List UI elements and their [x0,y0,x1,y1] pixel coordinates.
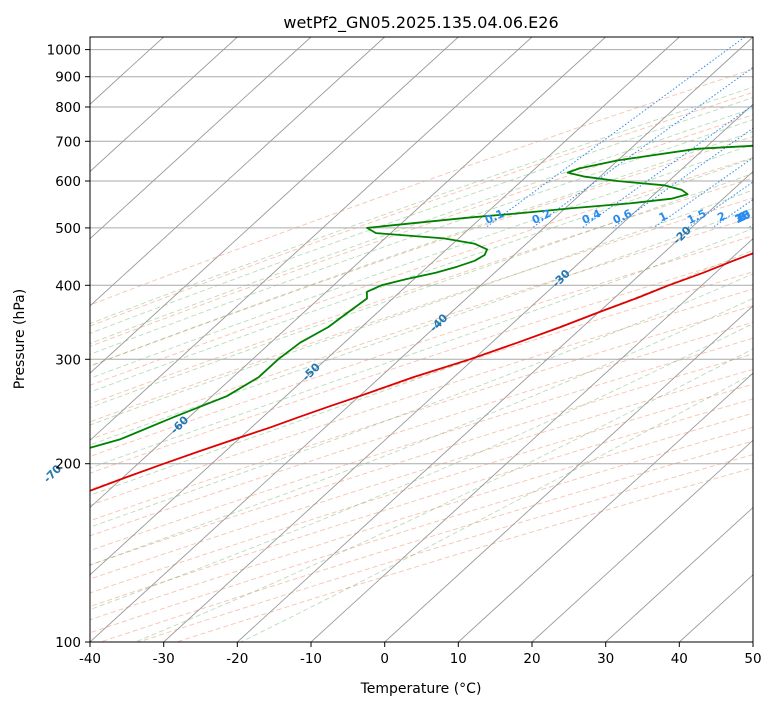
isotherm-line [90,37,239,173]
plot-frame [89,36,754,643]
isotherm-line [90,37,460,374]
mixing-ratio-label: 0.6 [611,207,634,227]
dry-adiabat [138,454,753,642]
chart-title: wetPf2_GN05.2025.135.04.06.E26 [283,13,558,33]
mixing-ratio-label: 30 [733,208,753,226]
dry-adiabat [90,368,753,580]
dry-adiabat [90,383,753,594]
mixing-ratio-label: 36 [733,208,753,226]
mixing-ratio-label: 10 [733,208,753,226]
dry-adiabat [90,426,753,634]
moist-adiabat [90,189,753,426]
isotherm-line [457,372,753,642]
dry-adiabat [90,68,753,306]
isotherm-line [162,103,753,642]
mixing-ratio-line [748,224,753,229]
x-tick-label: 50 [744,651,761,667]
mixing-ratio-line [531,66,753,229]
isotherm-line [90,37,386,307]
dry-adiabat [176,467,753,642]
mixing-ratio-line [581,104,753,229]
moist-adiabat [90,131,753,367]
y-tick-label: 200 [55,457,81,473]
x-tick-label: -20 [226,651,248,667]
x-tick-label: 20 [523,651,540,667]
x-tick-label: -10 [300,651,322,667]
isotherm-line [90,37,533,441]
isotherm-line [236,170,753,642]
x-tick-label: 10 [450,651,467,667]
y-axis-label: Pressure (hPa) [12,289,28,389]
isotherm-line [90,37,607,509]
y-tick-label: 500 [55,221,81,237]
y-tick-label: 400 [55,278,81,294]
x-tick-label: -30 [153,651,175,667]
isotherm-line [90,37,681,576]
mixing-ratio-line [687,181,753,229]
x-tick-label: 0 [380,651,389,667]
isotherm-line [310,238,753,642]
moist-adiabat [90,297,753,566]
mixing-ratio-label: 25 [733,208,752,226]
y-tick-label: 100 [55,635,81,651]
x-tick-label: 30 [597,651,614,667]
mixing-ratio-label: 20 [733,208,753,226]
y-tick-label: 600 [55,174,81,190]
moist-adiabat [135,348,753,642]
isotherm-line [90,37,312,240]
y-tick-label: 800 [55,100,81,116]
x-axis-label: Temperature (°C) [360,681,482,697]
moist-adiabat [90,172,753,409]
y-tick-label: 700 [55,134,81,150]
x-tick-label: -40 [79,651,101,667]
isotherm-line [604,506,753,642]
mixing-ratio-label: 2 [715,209,727,224]
isotherm-line [752,641,753,642]
moist-adiabat [90,273,753,528]
moist-adiabat [240,373,753,642]
moist-adiabat [90,143,753,379]
moist-adiabat [90,227,753,469]
mixing-ratio-label: 1 [657,209,669,224]
mixing-ratio-label: 1.5 [685,207,708,227]
y-tick-label: 1000 [47,43,81,59]
isotherm-line [531,439,753,642]
moist-adiabat [90,323,753,611]
dry-adiabat [90,353,753,566]
isotherm-line [90,37,753,642]
isotherm-line [383,305,753,642]
mixing-ratio-label: 0.1 [483,207,506,227]
temperature-profile [90,252,753,492]
y-tick-label: 900 [55,70,81,86]
mixing-ratio-label: 13 [733,208,752,226]
x-tick-label: 40 [671,651,688,667]
mixing-ratio-line [485,37,746,229]
dewpoint-profile [90,144,753,449]
y-tick-label: 300 [55,352,81,368]
mixing-ratio-label: 0.4 [580,207,603,227]
dry-adiabat [90,177,753,405]
moist-adiabat [90,119,753,355]
moist-adiabat [90,107,753,345]
dry-adiabat [90,114,753,347]
dry-adiabat [100,440,753,642]
mixing-ratio-label: 16 [733,208,753,226]
